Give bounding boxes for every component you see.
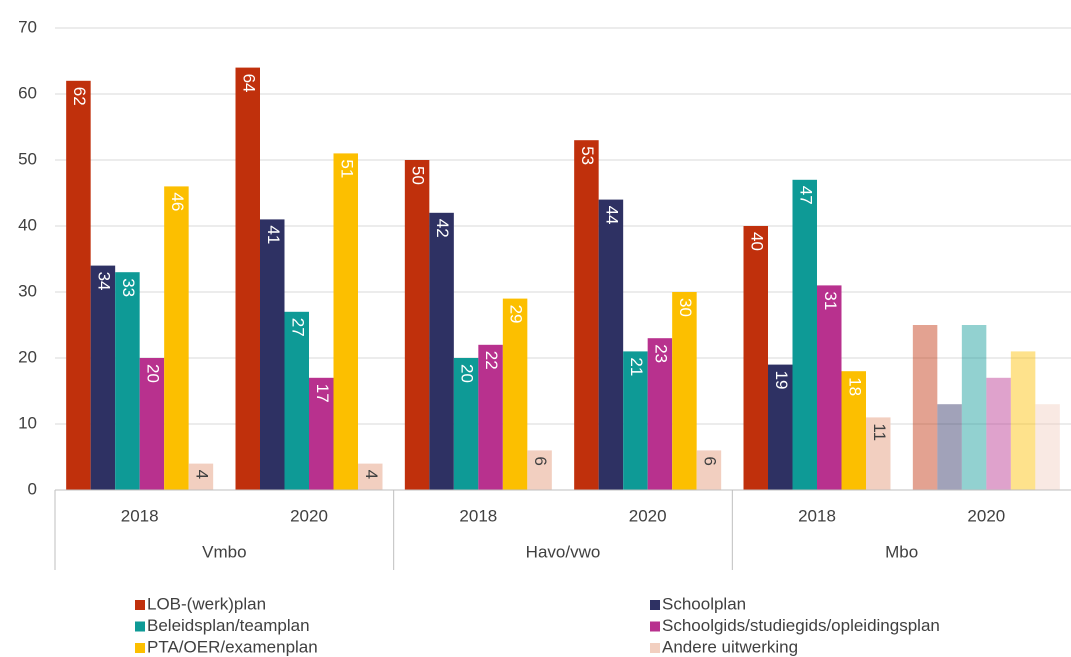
- bar: [260, 219, 285, 490]
- value-label: 42: [433, 219, 452, 238]
- value-label: 31: [821, 291, 840, 310]
- x-tick-label: 2020: [967, 506, 1005, 525]
- bar: [937, 404, 962, 490]
- bar: [429, 212, 454, 491]
- value-label: 51: [337, 159, 356, 178]
- legend-label: Andere uitwerking: [662, 637, 798, 656]
- bar: [333, 153, 358, 490]
- y-tick-label: 70: [18, 17, 37, 36]
- x-tick-label: 2020: [290, 506, 328, 525]
- value-label: 22: [482, 351, 501, 370]
- group-label: Havo/vwo: [526, 542, 601, 561]
- legend-swatch: [650, 621, 660, 632]
- x-tick-label: 2020: [629, 506, 667, 525]
- y-tick-label: 30: [18, 281, 37, 300]
- bar: [1010, 351, 1036, 490]
- bar: [527, 450, 552, 490]
- legend-swatch: [650, 643, 660, 653]
- value-label: 21: [627, 357, 646, 376]
- value-label: 47: [796, 186, 815, 205]
- bar: [841, 371, 866, 490]
- value-label: 6: [531, 456, 550, 465]
- bar: [1035, 404, 1060, 490]
- value-label: 46: [168, 192, 187, 211]
- legend-swatch: [135, 643, 145, 653]
- x-tick-label: 2018: [121, 506, 159, 525]
- bar: [404, 160, 430, 490]
- legend-swatch: [135, 600, 145, 610]
- y-tick-label: 20: [18, 347, 37, 366]
- bar: [986, 377, 1011, 490]
- y-tick-label: 10: [18, 413, 37, 432]
- value-label: 64: [239, 74, 258, 93]
- bar: [768, 364, 793, 490]
- value-label: 4: [362, 470, 381, 479]
- bar: [453, 358, 479, 490]
- value-label: 23: [651, 344, 670, 363]
- value-label: 30: [676, 298, 695, 317]
- bar: [961, 325, 987, 490]
- legend-label: Beleidsplan/teamplan: [147, 616, 310, 635]
- bar: [502, 298, 528, 490]
- value-label: 11: [870, 423, 889, 441]
- value-label: 18: [845, 377, 864, 396]
- legend-swatch: [650, 600, 660, 610]
- y-tick-label: 0: [28, 479, 37, 498]
- value-label: 20: [143, 364, 162, 383]
- y-tick-label: 40: [18, 215, 37, 234]
- bar: [912, 325, 938, 490]
- bar: [866, 417, 891, 490]
- value-label: 44: [602, 206, 621, 225]
- x-tick-label: 2018: [459, 506, 497, 525]
- bar: [574, 140, 599, 490]
- value-label: 29: [507, 305, 526, 324]
- value-label: 20: [458, 364, 477, 383]
- bar: [672, 292, 697, 490]
- bar: [696, 450, 722, 490]
- legend-label: Schoolgids/studiegids/opleidingsplan: [662, 616, 940, 635]
- legend-label: PTA/OER/examenplan: [147, 637, 318, 656]
- value-label: 19: [772, 371, 791, 390]
- value-label: 41: [264, 225, 283, 244]
- bar: [90, 265, 116, 490]
- bar: [792, 179, 817, 491]
- value-label: 34: [94, 272, 113, 291]
- bar: [66, 80, 91, 491]
- value-label: 53: [578, 146, 597, 165]
- legend-label: Schoolplan: [662, 594, 746, 613]
- y-tick-label: 50: [18, 149, 37, 168]
- bar: [623, 351, 648, 490]
- value-label: 62: [70, 87, 89, 106]
- y-tick-label: 60: [18, 83, 37, 102]
- legend-swatch: [135, 621, 145, 632]
- value-label: 6: [700, 456, 719, 465]
- bar: [139, 358, 165, 490]
- value-label: 17: [313, 384, 332, 403]
- bar: [164, 186, 189, 490]
- bar: [647, 338, 673, 490]
- legend-label: LOB-(werk)plan: [147, 594, 266, 613]
- value-label: 27: [288, 318, 307, 337]
- bar: [115, 272, 140, 490]
- bar: [743, 226, 768, 490]
- value-label: 50: [409, 166, 428, 185]
- bar: [598, 199, 624, 490]
- bar: [817, 285, 842, 490]
- bar: [188, 463, 214, 490]
- bar: [284, 311, 309, 490]
- group-label: Vmbo: [202, 542, 246, 561]
- x-tick-label: 2018: [798, 506, 836, 525]
- value-label: 33: [119, 278, 138, 297]
- bar: [309, 377, 334, 490]
- bar: [358, 463, 383, 490]
- group-label: Mbo: [885, 542, 918, 561]
- bar: [478, 344, 503, 490]
- value-label: 4: [192, 470, 211, 479]
- bar: [235, 67, 260, 490]
- value-label: 40: [747, 232, 766, 251]
